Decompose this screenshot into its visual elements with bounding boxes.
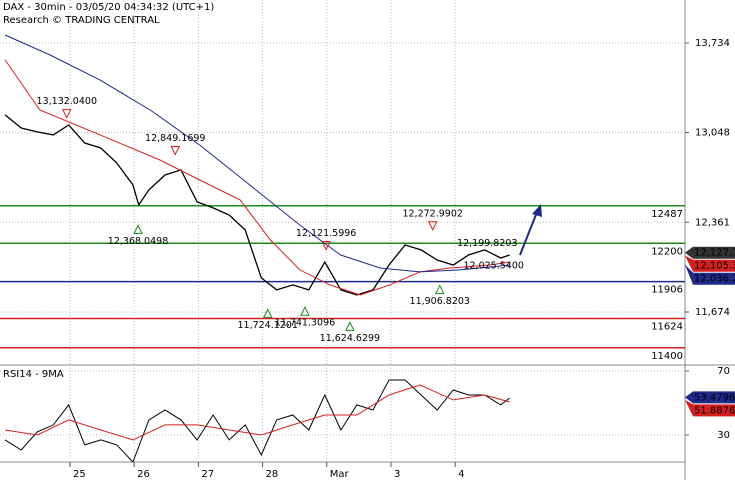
high-marker [170,146,181,156]
annotation-label: 12,121.5996 [296,228,356,239]
high-marker [61,109,72,119]
value-tag [685,391,735,404]
panel-title: RSI14 - 9MA [3,369,64,380]
projection-arrow [519,211,538,256]
annotation-label: 12,272.9902 [402,208,462,219]
y-tick-label: 13,048 [695,128,730,139]
series-line [4,34,510,273]
level-label: 11400 [651,351,683,362]
x-tick-label: 28 [266,469,279,480]
value-tag [685,255,735,272]
chart-subtitle: Research © TRADING CENTRAL [3,15,160,26]
annotation-label: 12,025.5400 [463,261,523,272]
high-marker [427,221,438,231]
value-tag-label: 51.8876 [694,405,735,416]
series-line [5,384,510,441]
low-marker [133,224,143,234]
series-line [4,59,510,296]
annotation-label: 12,368.0498 [108,236,168,247]
x-tick-label: 25 [73,469,86,480]
level-label-bg [650,283,684,296]
level-label-bg [650,349,684,362]
y-tick-label: 30 [717,430,730,441]
x-tick-label: 4 [458,469,464,480]
annotation-label: 11,906.8203 [410,296,470,307]
value-tag-label: 12,127.7 [694,248,735,259]
x-tick-label: 26 [137,469,150,480]
level-label: 11624 [651,322,683,333]
y-tick-label: 70 [717,366,730,377]
x-tick-label: Mar [330,469,350,480]
annotation-label: 11,624.6299 [320,333,380,344]
level-label-bg [650,320,684,333]
y-tick-label: 11,674 [695,307,730,318]
series-line [4,114,510,296]
low-marker [262,308,273,318]
annotation-label: 13,132.0400 [37,96,97,107]
value-tag-label: 12,105.3 [694,261,735,272]
annotation-label: 11,724.1201 [237,320,297,331]
y-tick-label: 12,361 [695,217,730,228]
value-tag-label: 53.4796 [694,392,735,403]
value-tag [685,264,735,285]
value-tag [685,399,735,417]
level-label: 12200 [651,246,683,257]
x-tick-label: 3 [394,469,400,480]
value-tag [685,246,735,259]
level-label: 12487 [651,209,683,220]
value-tag-label: 12,036.2 [694,274,735,285]
x-tick-label: 27 [201,469,214,480]
level-label: 11906 [651,285,683,296]
low-marker [345,321,355,331]
annotation-label: 12,849.1699 [145,133,205,144]
level-label-bg [650,245,684,258]
high-marker [321,241,331,251]
series-line [4,379,511,463]
low-marker [300,306,310,316]
level-label-bg [650,207,684,220]
low-marker [434,284,445,295]
annotation-label: 12,199.8203 [457,238,517,249]
projection-arrowhead [532,204,542,217]
chart-title: DAX - 30min - 03/05/20 04:34:32 (UTC+1) [3,2,214,13]
annotation-label: 11,741.3096 [275,318,335,329]
y-tick-label: 13,734 [695,38,730,49]
